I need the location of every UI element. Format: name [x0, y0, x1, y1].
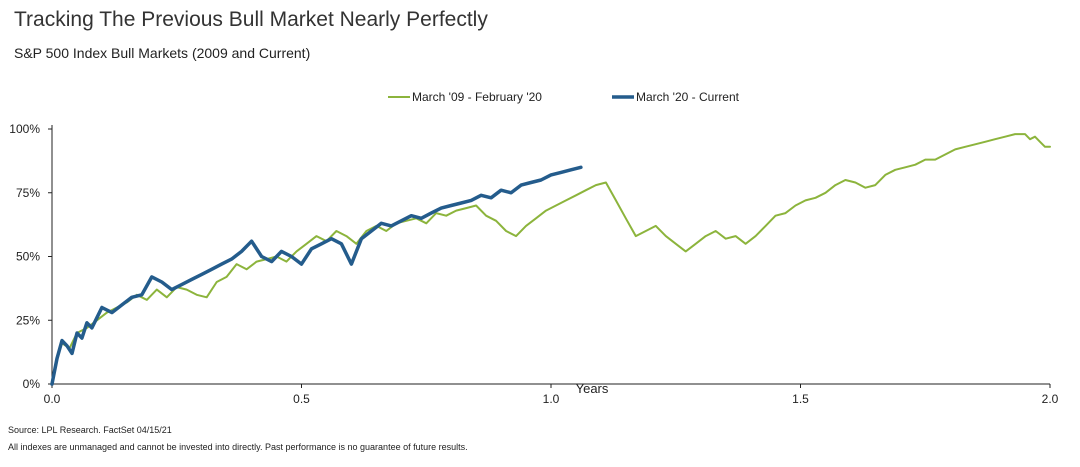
source-note: Source: LPL Research. FactSet 04/15/21	[8, 425, 172, 435]
x-tick-label: 1.0	[543, 392, 560, 406]
x-tick-label: 2.0	[1042, 392, 1059, 406]
y-tick-label: 0%	[23, 377, 41, 391]
series-line-2	[50, 165, 583, 386]
line-chart: March '09 - February '20 March '20 - Curr…	[9, 90, 1059, 406]
x-axis: 0.0 0.5 1.0 1.5 2.0	[44, 383, 1059, 406]
series-layer	[50, 133, 1051, 386]
y-tick-label: 50%	[16, 250, 40, 264]
x-tick-label: 0.0	[44, 392, 61, 406]
chart-title: Tracking The Previous Bull Market Nearly…	[14, 8, 488, 31]
legend-label-1: March '09 - February '20	[412, 90, 542, 104]
chart-subtitle: S&P 500 Index Bull Markets (2009 and Cur…	[14, 45, 311, 61]
series-line-1	[51, 133, 1051, 385]
legend: March '09 - February '20 March '20 - Curr…	[388, 90, 740, 104]
x-tick-label: 0.5	[293, 392, 310, 406]
y-tick-label: 25%	[16, 313, 40, 327]
y-axis: 0% 25% 50% 75% 100%	[9, 122, 53, 391]
x-tick-label: 1.5	[792, 392, 809, 406]
y-tick-label: 75%	[16, 186, 40, 200]
legend-label-2: March '20 - Current	[636, 90, 740, 104]
y-tick-label: 100%	[9, 122, 40, 136]
x-axis-label: Years	[576, 381, 609, 396]
disclaimer-note: All indexes are unmanaged and cannot be …	[8, 442, 468, 452]
